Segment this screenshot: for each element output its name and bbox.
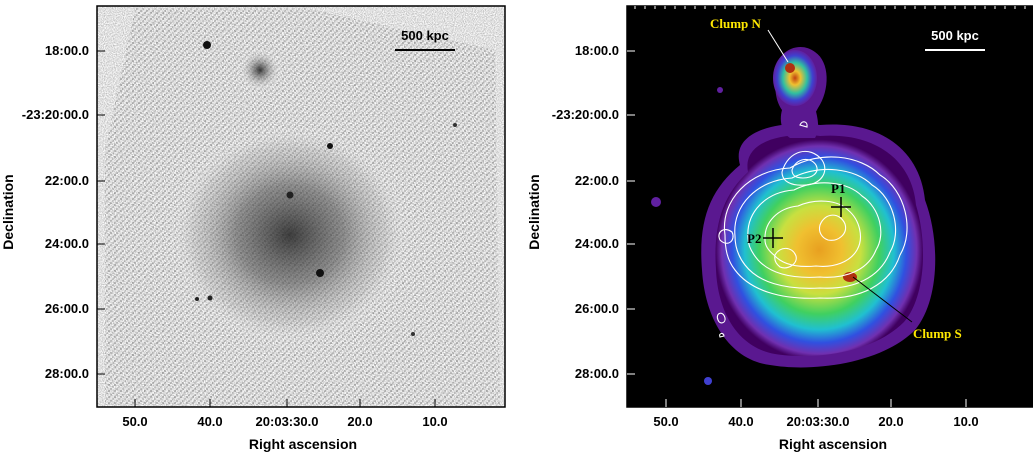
y-tick-label: 26:00.0 [45,301,89,316]
plot-frame [626,5,1033,408]
scale-bar-label: 500 kpc [401,28,449,43]
clump-s-pointer [852,276,913,323]
p2-label: P2 [747,231,761,246]
x-tick-label: 40.0 [728,414,753,429]
y-axis-title: Declination [526,174,542,249]
p2-marker [763,228,783,248]
y-tick-label: 18:00.0 [575,43,619,58]
y-tick-label: -23:20:00.0 [552,107,619,122]
xray-image-area [97,6,505,407]
axis-ticks [627,50,967,407]
clump-n-pointer [767,29,789,63]
x-tick-label: 50.0 [653,414,678,429]
y-tick-label: 28:00.0 [45,366,89,381]
p1-label: P1 [831,181,845,196]
x-tick-label: 10.0 [953,414,978,429]
x-axis-title: Right ascension [779,436,887,452]
temperature-map-area [627,6,1033,407]
y-tick-label: 28:00.0 [575,366,619,381]
x-tick-label: 20:03:30.0 [787,414,850,429]
x-tick-label: 20.0 [878,414,903,429]
temperature-map-panel: 500 kpc Clump N Clump S P1 P2 50.0 40.0 … [520,0,1033,456]
plot-frame [96,5,506,408]
temperature-map-svg: 500 kpc Clump N Clump S P1 P2 50.0 40.0 … [526,5,1033,452]
p1-marker [831,197,851,217]
y-tick-label: 24:00.0 [575,236,619,251]
xray-image-panel: 500 kpc 50.0 40.0 20:03:30.0 20.0 10.0 1… [0,0,510,456]
y-tick-label: 22:00.0 [45,173,89,188]
y-tick-label: 26:00.0 [575,301,619,316]
y-tick-label: 22:00.0 [575,173,619,188]
y-tick-label: 18:00.0 [45,43,89,58]
radio-contours [716,121,908,338]
x-axis-title: Right ascension [249,436,357,452]
clump-s-label: Clump S [913,326,962,341]
y-tick-label: 24:00.0 [45,236,89,251]
x-tick-label: 40.0 [197,414,222,429]
xray-image-svg: 500 kpc 50.0 40.0 20:03:30.0 20.0 10.0 1… [0,5,506,452]
y-tick-label: -23:20:00.0 [22,107,89,122]
top-edge-ticks [634,6,1026,9]
x-tick-label: 50.0 [122,414,147,429]
x-tick-label: 10.0 [422,414,447,429]
clump-n-label: Clump N [710,16,762,31]
axis-ticks [97,50,436,407]
y-axis-title: Declination [0,174,16,249]
scale-bar-label: 500 kpc [931,28,979,43]
x-tick-label: 20:03:30.0 [256,414,319,429]
x-tick-label: 20.0 [347,414,372,429]
